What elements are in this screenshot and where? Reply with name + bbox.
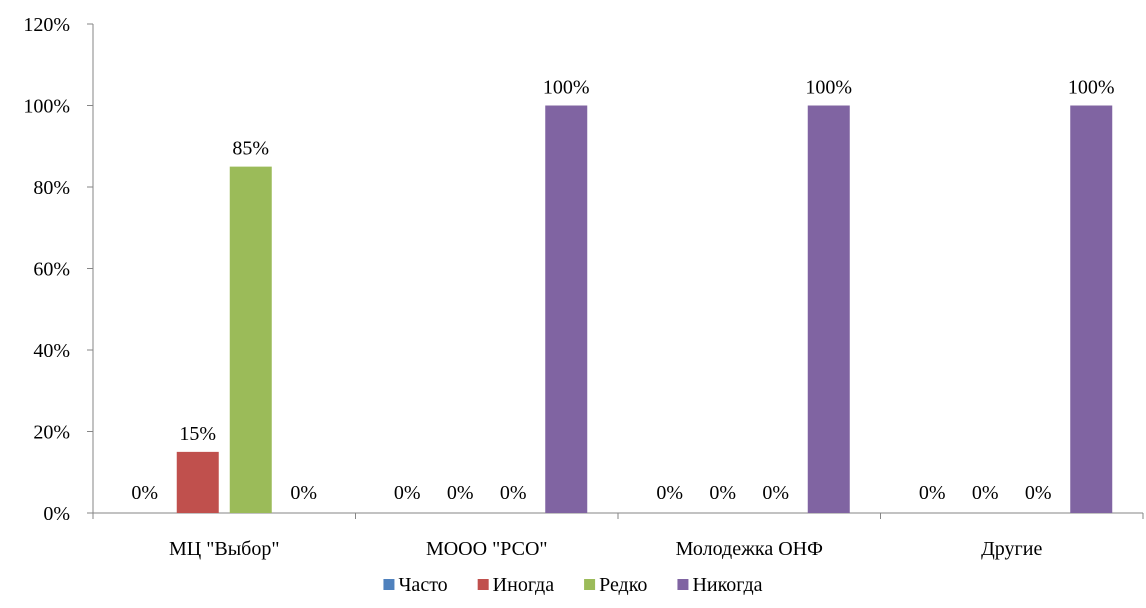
data-label: 0% [972, 482, 999, 504]
data-label: 0% [394, 482, 421, 504]
bar [545, 105, 588, 513]
y-tick-label: 60% [33, 259, 70, 281]
bar [1070, 105, 1113, 513]
data-label: 100% [805, 77, 852, 99]
y-tick-label: 0% [43, 503, 70, 525]
x-tick-label: Другие [981, 538, 1042, 560]
bar [176, 451, 219, 513]
y-axis: 0% 20% 40% 60% 80% 100% 120% [23, 14, 94, 525]
bar [807, 105, 850, 513]
bars [176, 105, 1113, 513]
y-tick-label: 120% [23, 14, 70, 36]
data-label: 0% [709, 482, 736, 504]
legend-label: Часто [398, 574, 447, 596]
data-label: 0% [290, 482, 317, 504]
data-label: 85% [232, 138, 269, 160]
data-labels: 0% 0% 0% 0% 15% 0% 0% 0% 85% 0% 0% 0% 0% 100% 100% 100% [131, 77, 1114, 505]
y-tick-label: 100% [23, 96, 70, 118]
legend-label: Никогда [692, 574, 762, 596]
data-label: 0% [447, 482, 474, 504]
data-label: 0% [500, 482, 527, 504]
data-label: 100% [1068, 77, 1115, 99]
x-axis: МЦ "Выбор" МООО "РСО" Молодежка ОНФ Другие [92, 512, 1144, 560]
y-tick-label: 80% [33, 177, 70, 199]
x-tick-label: Молодежка ОНФ [676, 538, 823, 560]
data-label: 0% [131, 482, 158, 504]
legend-swatch [677, 579, 689, 590]
legend-label: Редко [599, 574, 647, 596]
x-tick-label: МЦ "Выбор" [169, 538, 280, 560]
data-label: 0% [1025, 482, 1052, 504]
legend-label: Иногда [493, 574, 555, 596]
x-tick-label: МООО "РСО" [426, 538, 548, 560]
legend-swatch [584, 579, 596, 590]
y-tick-label: 20% [33, 422, 70, 444]
data-label: 0% [656, 482, 683, 504]
y-tick-label: 40% [33, 340, 70, 362]
data-label: 100% [543, 77, 590, 99]
legend-swatch [383, 579, 395, 590]
data-label: 0% [762, 482, 789, 504]
data-label: 0% [919, 482, 946, 504]
bar [229, 166, 272, 513]
legend-swatch [477, 579, 489, 590]
legend: Часто Иногда Редко Никогда [383, 574, 763, 596]
data-label: 15% [179, 423, 216, 445]
